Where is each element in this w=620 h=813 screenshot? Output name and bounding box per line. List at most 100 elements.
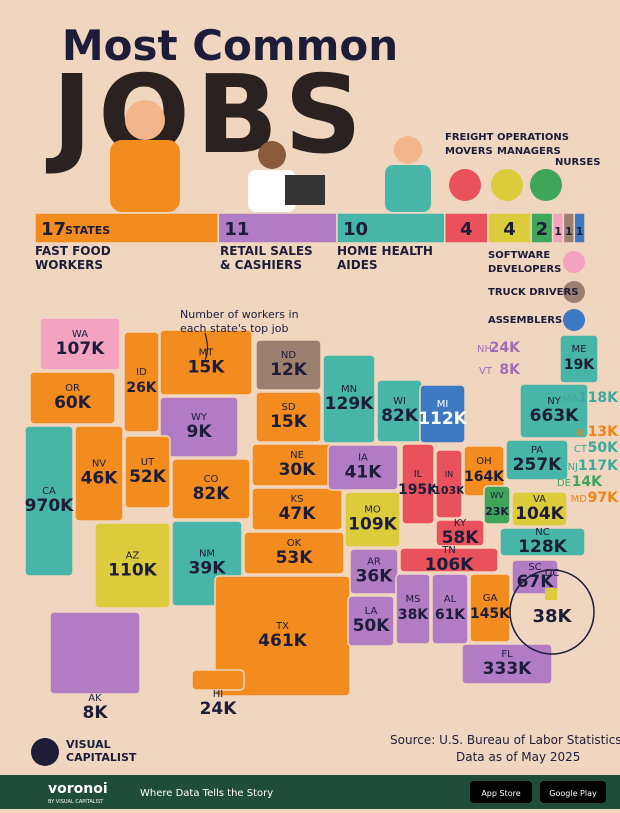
job-label: WORKERS	[35, 258, 103, 272]
state	[344, 491, 401, 548]
state-abbr: WA	[72, 329, 88, 340]
state	[123, 331, 160, 433]
job-label: ASSEMBLERS	[488, 315, 562, 326]
state-value: 67K	[517, 572, 555, 592]
source: Source: U.S. Bureau of Labor Statistics	[390, 733, 620, 747]
state-value: 23K	[485, 505, 509, 518]
state-abbr: IL	[414, 469, 423, 480]
state	[322, 354, 376, 444]
state	[349, 548, 399, 595]
dc-inset	[509, 569, 595, 655]
state-value: 36K	[356, 567, 394, 587]
state-value: 333K	[483, 659, 532, 679]
state-abbr: ME	[572, 344, 587, 355]
illustrations	[110, 100, 562, 212]
title: Most Common	[62, 21, 398, 70]
app-name: voronoi	[48, 781, 108, 797]
state-abbr: CA	[42, 486, 56, 497]
state-value: 60K	[54, 393, 92, 413]
segment-count: 2	[536, 219, 549, 240]
state-value: 14K	[572, 474, 603, 490]
state-value: 97K	[588, 490, 619, 506]
brand: CAPITALIST	[66, 751, 137, 764]
logo	[31, 738, 59, 766]
state-abbr: ND	[281, 350, 296, 361]
state	[431, 573, 469, 645]
state	[399, 547, 499, 573]
state-value: 47K	[279, 504, 317, 524]
state-abbr: HI	[213, 689, 223, 700]
state	[401, 443, 435, 525]
job-label: AIDES	[337, 258, 378, 272]
state-value: 24K	[200, 699, 238, 719]
state	[251, 487, 343, 531]
segment-count: 4	[460, 219, 473, 240]
state-abbr: NM	[199, 549, 215, 560]
store-label[interactable]: Google Play	[549, 789, 597, 798]
store-button[interactable]	[540, 781, 606, 803]
state-value: 58K	[442, 528, 480, 548]
state-value: 970K	[25, 496, 74, 516]
segment-count: 10	[343, 219, 368, 240]
state-abbr: FL	[501, 649, 513, 660]
state	[171, 458, 251, 520]
annotation-arrow	[204, 332, 209, 361]
store-label[interactable]: App Store	[481, 789, 520, 798]
state	[511, 491, 568, 527]
state	[505, 439, 569, 481]
state-abbr: AR	[367, 557, 381, 568]
job-label: SOFTWARE	[488, 250, 550, 261]
state	[519, 383, 589, 439]
state-value: 461K	[258, 631, 307, 651]
state-value: 50K	[588, 440, 619, 456]
state-value: 107K	[56, 339, 105, 359]
state-value: 30K	[279, 460, 317, 480]
state-abbr: WI	[393, 396, 406, 407]
state-abbr: ID	[136, 367, 147, 378]
job-label: DEVELOPERS	[488, 264, 561, 275]
dc-abbr: DC	[545, 568, 560, 579]
state-value: 9K	[186, 422, 212, 442]
state-value: 52K	[129, 467, 167, 487]
state-value: 164K	[464, 469, 505, 485]
state	[461, 643, 553, 685]
brand: VISUAL	[66, 738, 111, 751]
state-abbr: MT	[199, 348, 215, 359]
bar-segment	[217, 212, 338, 244]
state-abbr: SD	[281, 402, 295, 413]
state-value: 112K	[418, 409, 467, 429]
segment-count: 1	[554, 225, 562, 238]
segment-count: 17	[41, 219, 66, 240]
state	[559, 334, 599, 384]
state	[191, 669, 245, 691]
job-label: HOME HEALTH	[337, 244, 433, 258]
state-abbr: AK	[88, 693, 102, 704]
state-value: 195K	[398, 482, 439, 498]
state-value: 128K	[518, 537, 567, 557]
dc-shape	[545, 588, 557, 600]
state-value: 103K	[433, 484, 465, 497]
state-abbr: MD	[571, 494, 588, 505]
state-value: 26K	[126, 380, 157, 396]
dc-value: 38K	[533, 606, 573, 627]
state-value: 106K	[425, 555, 474, 575]
state-value: 50K	[353, 616, 391, 636]
bar-segment	[573, 212, 586, 244]
state-abbr: NH	[477, 344, 492, 355]
state-value: 46K	[81, 469, 119, 489]
store-button[interactable]	[470, 781, 532, 803]
state-abbr: LA	[365, 606, 378, 617]
state-value: 82K	[381, 406, 419, 426]
state	[94, 522, 171, 609]
state-abbr: IA	[358, 453, 368, 464]
state	[29, 371, 116, 425]
title-big: JOBS	[45, 53, 368, 178]
state-abbr: MO	[364, 505, 381, 516]
segment-count: 4	[503, 219, 516, 240]
segment-count: 1	[565, 225, 573, 238]
state-abbr: MA	[563, 394, 579, 405]
state-abbr: NY	[547, 396, 561, 407]
legend-icon	[563, 309, 585, 331]
date: Data as of May 2025	[456, 750, 580, 764]
state	[499, 527, 586, 557]
